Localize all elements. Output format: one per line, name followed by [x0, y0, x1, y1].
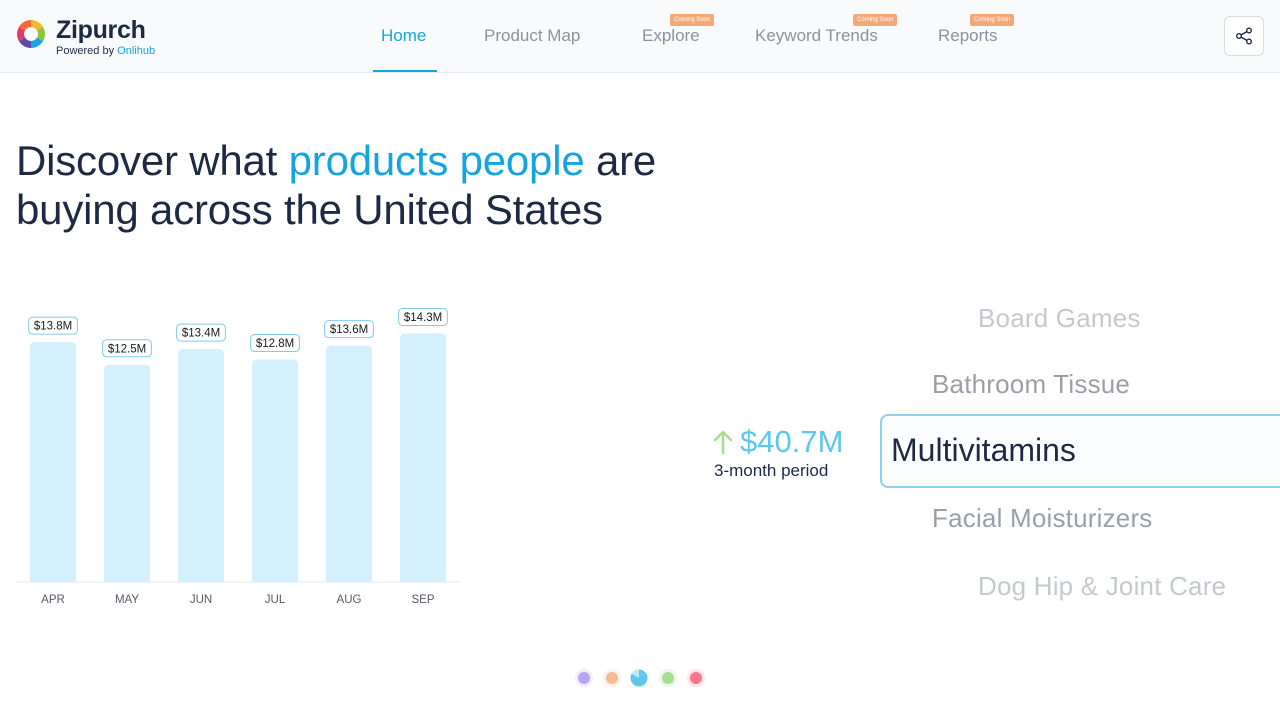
nav-home[interactable]: Home	[381, 26, 427, 45]
nav-product-map[interactable]: Product Map	[484, 26, 581, 45]
powered-by-link[interactable]: Onlihub	[117, 45, 156, 57]
hero-headline: Discover what products people are buying…	[16, 136, 776, 234]
selected-category-label: Multivitamins	[891, 432, 1076, 468]
bar-jun[interactable]	[178, 349, 224, 582]
data-label-apr: $13.8M	[34, 321, 72, 333]
carousel-pagination	[574, 666, 708, 690]
data-label-may: $12.5M	[108, 343, 146, 355]
pagination-dot-2[interactable]	[606, 672, 618, 684]
brand[interactable]: Zipurch Powered by Onlihub	[56, 16, 155, 58]
powered-by-prefix: Powered by	[56, 45, 118, 57]
pagination-dot-1[interactable]	[578, 672, 590, 684]
share-button[interactable]	[1224, 16, 1264, 56]
sales-period-label: 3-month period	[714, 461, 829, 480]
monthly-sales-bar-chart: $13.8M APR $12.5M MAY $13.4M JUN $12.8M JUL $13.…	[16, 307, 460, 606]
data-label-box-jun	[176, 323, 226, 342]
x-tick-apr: APR	[41, 594, 65, 606]
brand-name: Zipurch	[56, 16, 146, 44]
headline-part2: are buying across the United States	[16, 137, 657, 233]
nav-reports[interactable]: Reports	[938, 26, 998, 45]
pagination-dot-5[interactable]	[690, 672, 702, 684]
data-label-jul: $12.8M	[256, 338, 294, 350]
nav-keyword-trends[interactable]: Keyword Trends	[755, 26, 878, 45]
bar-jul[interactable]	[252, 359, 298, 582]
nav-active-underline	[373, 70, 437, 72]
category-item-board-games[interactable]: Board Games	[978, 303, 1141, 333]
data-label-box-aug	[324, 320, 374, 339]
zipurch-logo-icon[interactable]	[16, 19, 46, 49]
coming-soon-badge-explore: Coming Soon	[670, 14, 715, 26]
x-tick-jul: JUL	[265, 594, 286, 606]
powered-by: Powered by Onlihub	[56, 44, 155, 58]
x-tick-may: MAY	[115, 594, 139, 606]
pagination-dot-4[interactable]	[662, 672, 674, 684]
data-label-box-may	[102, 339, 152, 358]
bar-apr[interactable]	[30, 342, 76, 582]
data-label-box-jul	[250, 334, 300, 353]
data-label-aug: $13.6M	[330, 324, 368, 336]
coming-soon-badge-reports: Coming Soon	[970, 14, 1015, 26]
bar-aug[interactable]	[326, 345, 372, 582]
bar-sep[interactable]	[400, 333, 446, 582]
data-label-sep: $14.3M	[404, 312, 442, 324]
x-tick-jun: JUN	[190, 594, 212, 606]
data-label-box-sep	[398, 307, 448, 326]
arrow-up-icon	[713, 430, 733, 455]
x-tick-aug: AUG	[337, 594, 362, 606]
data-label-box-apr	[28, 316, 78, 335]
share-icon	[1236, 27, 1252, 45]
top-navbar: Zipurch Powered by Onlihub Home Product …	[0, 0, 1280, 73]
coming-soon-badge-keyword-trends: Coming Soon	[853, 14, 898, 26]
headline-part1: Discover what	[16, 137, 289, 184]
category-item-bathroom-tissue[interactable]: Bathroom Tissue	[932, 369, 1131, 399]
data-label-jun: $13.4M	[182, 328, 220, 340]
sales-amount-value: $40.7M	[740, 424, 844, 459]
sales-amount: $40.7M	[712, 424, 843, 460]
bar-may[interactable]	[104, 364, 150, 582]
category-item-dog-hip-joint-care[interactable]: Dog Hip & Joint Care	[978, 571, 1227, 601]
headline-highlight: products people	[288, 137, 585, 184]
category-item-facial-moisturizers[interactable]: Facial Moisturizers	[932, 503, 1153, 533]
x-tick-sep: SEP	[411, 594, 434, 606]
pagination-dot-3[interactable]	[630, 669, 648, 687]
selected-category-box[interactable]	[880, 414, 1280, 488]
nav-explore[interactable]: Explore	[642, 26, 700, 45]
